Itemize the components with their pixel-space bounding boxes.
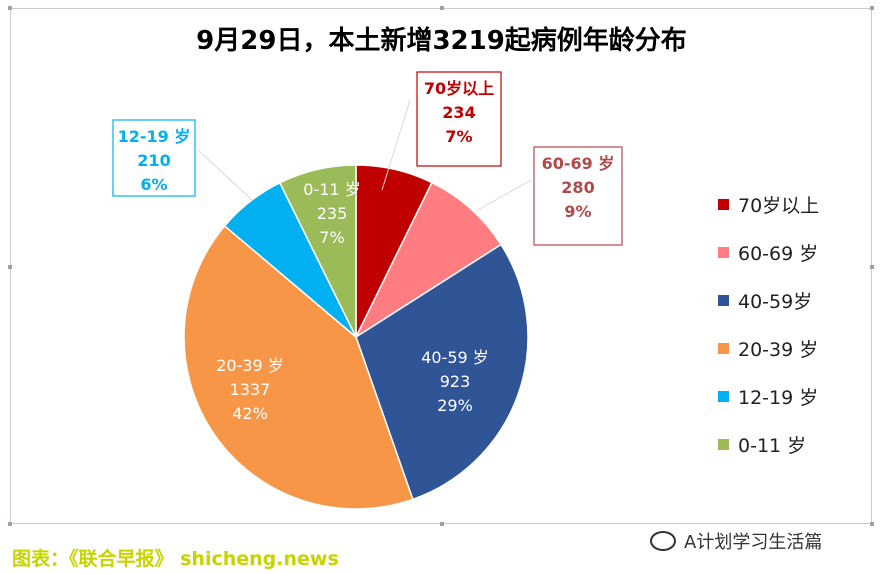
leader-line: [197, 149, 253, 201]
label-percent: 29%: [437, 396, 473, 415]
label-value: 235: [317, 204, 348, 223]
footer-brand-text: A计划学习生活篇: [684, 532, 823, 553]
legend-item: 40-59岁: [718, 276, 819, 324]
pie-data-label: 70岁以上 234 7%: [381, 71, 502, 191]
pie-slice: [355, 243, 529, 501]
legend: 70岁以上 60-69 岁 40-59岁 20-39 岁 12-19 岁 0-11 岁: [718, 180, 819, 468]
label-value: 210: [137, 151, 170, 170]
label-percent: 6%: [140, 175, 167, 194]
legend-item: 20-39 岁: [718, 324, 819, 372]
pie-data-label: 60-69 岁 280 9%: [477, 146, 623, 246]
label-category: 0-11 岁: [303, 180, 360, 199]
pie-slice: [278, 164, 357, 338]
label-percent: 7%: [445, 127, 472, 146]
label-percent: 7%: [319, 228, 344, 247]
pie-data-label: 0-11 岁 235 7%: [303, 180, 360, 247]
leader-line: [381, 99, 411, 191]
footer-brand: A计划学习生活篇: [650, 528, 822, 554]
resize-handle[interactable]: [8, 522, 12, 526]
legend-swatch: [718, 438, 729, 450]
wechat-icon: [650, 531, 676, 551]
label-value: 1337: [230, 380, 271, 399]
leader-line: [477, 179, 532, 211]
resize-handle[interactable]: [870, 265, 874, 269]
data-label-box: [416, 71, 502, 167]
resize-handle[interactable]: [870, 6, 874, 10]
label-category: 60-69 岁: [542, 154, 615, 173]
legend-label: 70岁以上: [738, 194, 820, 217]
pie-slice: [183, 224, 414, 510]
label-value: 234: [442, 103, 475, 122]
footer-credit: 图表：《联合早报》 shicheng.news: [12, 548, 339, 570]
label-category: 20-39 岁: [216, 356, 284, 375]
resize-handle[interactable]: [8, 6, 12, 10]
data-label-box: [112, 119, 196, 197]
pie-slice: [354, 181, 503, 340]
pie-data-label: 12-19 岁 210 6%: [112, 119, 253, 201]
legend-label: 20-39 岁: [738, 338, 819, 361]
legend-item: 0-11 岁: [718, 420, 819, 468]
label-percent: 9%: [564, 202, 591, 221]
legend-swatch: [718, 294, 729, 306]
legend-item: 60-69 岁: [718, 228, 819, 276]
label-percent: 42%: [232, 404, 268, 423]
label-category: 70岁以上: [424, 79, 494, 98]
legend-label: 0-11 岁: [738, 434, 807, 457]
legend-label: 12-19 岁: [738, 386, 819, 409]
legend-label: 60-69 岁: [738, 242, 819, 265]
label-value: 923: [440, 372, 471, 391]
label-value: 280: [561, 178, 594, 197]
legend-label: 40-59岁: [738, 290, 813, 313]
pie-data-label: 20-39 岁 1337 42%: [216, 356, 284, 423]
legend-item: 12-19 岁: [718, 372, 819, 420]
legend-swatch: [718, 198, 729, 210]
legend-item: 70岁以上: [718, 180, 819, 228]
pie-data-label: 40-59 岁 923 29%: [421, 348, 489, 415]
resize-handle[interactable]: [440, 6, 444, 10]
resize-handle[interactable]: [870, 522, 874, 526]
resize-handle[interactable]: [440, 522, 444, 526]
label-category: 12-19 岁: [118, 127, 191, 146]
data-label-box: [533, 146, 623, 246]
legend-swatch: [718, 246, 729, 258]
legend-swatch: [718, 390, 729, 402]
label-category: 40-59 岁: [421, 348, 489, 367]
legend-swatch: [718, 342, 729, 354]
chart-title: 9月29日，本土新增3219起病例年龄分布: [196, 26, 687, 56]
resize-handle[interactable]: [8, 265, 12, 269]
